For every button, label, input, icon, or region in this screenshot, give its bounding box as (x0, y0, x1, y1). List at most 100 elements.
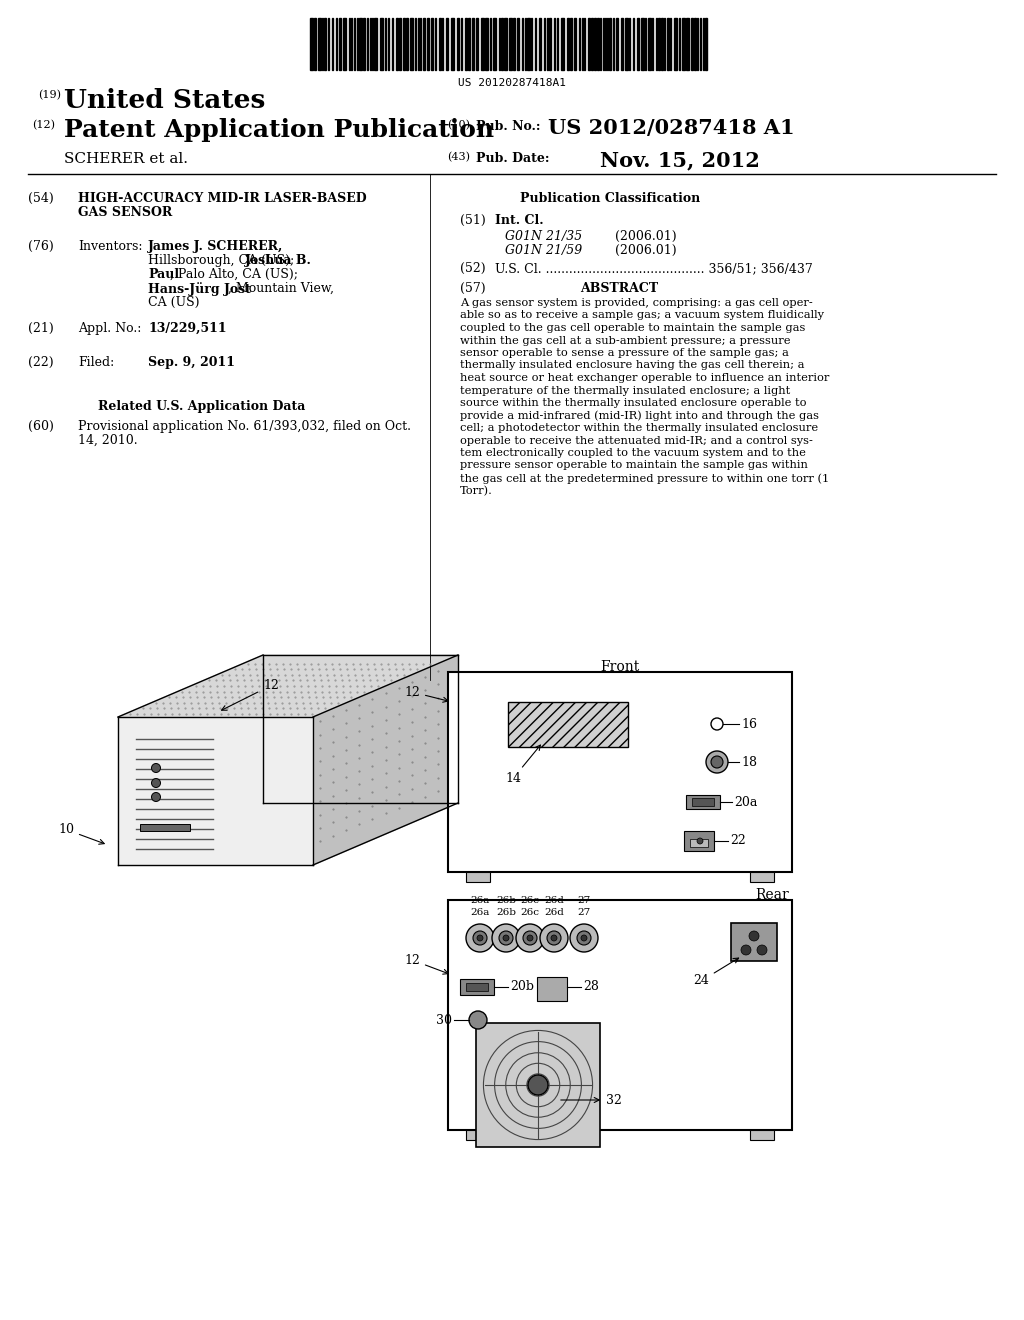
Bar (472, 18, 474, 70)
Bar (648, 18, 651, 70)
Circle shape (469, 1011, 487, 1030)
Bar (621, 18, 623, 70)
Bar (399, 18, 401, 70)
Text: 26d: 26d (544, 896, 564, 906)
Text: 10: 10 (58, 822, 104, 845)
Circle shape (540, 924, 568, 952)
Bar (339, 18, 341, 70)
Text: 32: 32 (561, 1093, 622, 1106)
Text: 27: 27 (578, 896, 591, 906)
Circle shape (711, 756, 723, 768)
Text: A gas sensor system is provided, comprising: a gas cell oper-: A gas sensor system is provided, compris… (460, 298, 813, 308)
Circle shape (551, 935, 557, 941)
Bar (460, 979, 494, 995)
Text: G01N 21/59: G01N 21/59 (505, 244, 583, 257)
Text: able so as to receive a sample gas; a vacuum system fluidically: able so as to receive a sample gas; a va… (460, 310, 824, 321)
Circle shape (473, 931, 487, 945)
Bar (588, 18, 590, 70)
Text: CA (US): CA (US) (148, 296, 200, 309)
Bar (449, 672, 792, 873)
Text: 18: 18 (741, 755, 757, 768)
Text: Front: Front (600, 660, 640, 675)
Bar (692, 799, 714, 807)
Bar (682, 18, 685, 70)
Text: SCHERER et al.: SCHERER et al. (63, 152, 188, 166)
Text: 26a: 26a (470, 908, 489, 917)
Bar (508, 702, 628, 747)
Bar (374, 18, 377, 70)
Text: Hans-Jürg Jost: Hans-Jürg Jost (148, 282, 251, 296)
Text: 14: 14 (505, 744, 541, 785)
Bar (343, 18, 346, 70)
Text: US 20120287418A1: US 20120287418A1 (458, 78, 566, 88)
Bar (527, 18, 530, 70)
Text: Inventors:: Inventors: (78, 240, 142, 253)
Text: , Palo Alto, CA (US);: , Palo Alto, CA (US); (170, 268, 298, 281)
Text: 14, 2010.: 14, 2010. (78, 434, 137, 447)
Bar (466, 1130, 490, 1140)
Text: Int. Cl.: Int. Cl. (495, 214, 544, 227)
Text: temperature of the thermally insulated enclosure; a light: temperature of the thermally insulated e… (460, 385, 791, 396)
Text: 20a: 20a (734, 796, 758, 808)
Bar (501, 18, 503, 70)
Bar (667, 18, 669, 70)
Bar (380, 18, 383, 70)
Circle shape (570, 924, 598, 952)
Text: (19): (19) (38, 90, 61, 100)
Text: 26c: 26c (520, 908, 540, 917)
Bar (466, 873, 490, 882)
Bar (574, 18, 575, 70)
Circle shape (706, 751, 728, 774)
Circle shape (152, 792, 161, 801)
Bar (750, 1130, 774, 1140)
Text: United States: United States (63, 88, 265, 114)
Text: HIGH-ACCURACY MID-IR LASER-BASED: HIGH-ACCURACY MID-IR LASER-BASED (78, 191, 367, 205)
Text: (2006.01): (2006.01) (615, 244, 677, 257)
Bar (423, 18, 425, 70)
Bar (314, 18, 316, 70)
Text: 26c: 26c (520, 896, 540, 906)
Circle shape (527, 935, 534, 941)
Text: 26d: 26d (544, 908, 564, 917)
Bar (431, 18, 433, 70)
Text: coupled to the gas cell operable to maintain the sample gas: coupled to the gas cell operable to main… (460, 323, 805, 333)
Text: Publication Classification: Publication Classification (520, 191, 700, 205)
Bar (570, 18, 572, 70)
Text: Appl. No.:: Appl. No.: (78, 322, 141, 335)
Bar (658, 18, 660, 70)
Bar (427, 18, 429, 70)
Text: tem electronically coupled to the vacuum system and to the: tem electronically coupled to the vacuum… (460, 447, 806, 458)
Bar (591, 18, 593, 70)
Text: James J. SCHERER,: James J. SCHERER, (148, 240, 284, 253)
Bar (410, 18, 413, 70)
Text: 26b: 26b (496, 896, 516, 906)
Text: 20b: 20b (510, 981, 534, 994)
Circle shape (499, 931, 513, 945)
Text: Sep. 9, 2011: Sep. 9, 2011 (148, 356, 234, 370)
Bar (451, 18, 454, 70)
Text: ABSTRACT: ABSTRACT (580, 282, 658, 294)
Bar (641, 18, 644, 70)
Text: 26b: 26b (496, 908, 516, 917)
Bar (674, 18, 677, 70)
Text: (2006.01): (2006.01) (615, 230, 677, 243)
Text: heat source or heat exchanger operable to influence an interior: heat source or heat exchanger operable t… (460, 374, 829, 383)
Text: Hillsborough, CA (US);: Hillsborough, CA (US); (148, 253, 298, 267)
Circle shape (152, 779, 161, 788)
Bar (446, 18, 449, 70)
Text: 12: 12 (404, 953, 449, 974)
Circle shape (503, 935, 509, 941)
Text: 22: 22 (730, 834, 745, 847)
Bar (731, 923, 777, 961)
Text: source within the thermally insulated enclosure operable to: source within the thermally insulated en… (460, 399, 807, 408)
Text: 27: 27 (578, 908, 591, 917)
Text: GAS SENSOR: GAS SENSOR (78, 206, 172, 219)
Bar (318, 18, 321, 70)
Bar (616, 18, 618, 70)
Text: within the gas cell at a sub-ambient pressure; a pressure: within the gas cell at a sub-ambient pre… (460, 335, 791, 346)
Bar (468, 18, 470, 70)
Circle shape (697, 838, 703, 843)
Bar (561, 18, 564, 70)
Circle shape (547, 931, 561, 945)
Text: provide a mid-infrared (mid-IR) light into and through the gas: provide a mid-infrared (mid-IR) light in… (460, 411, 819, 421)
